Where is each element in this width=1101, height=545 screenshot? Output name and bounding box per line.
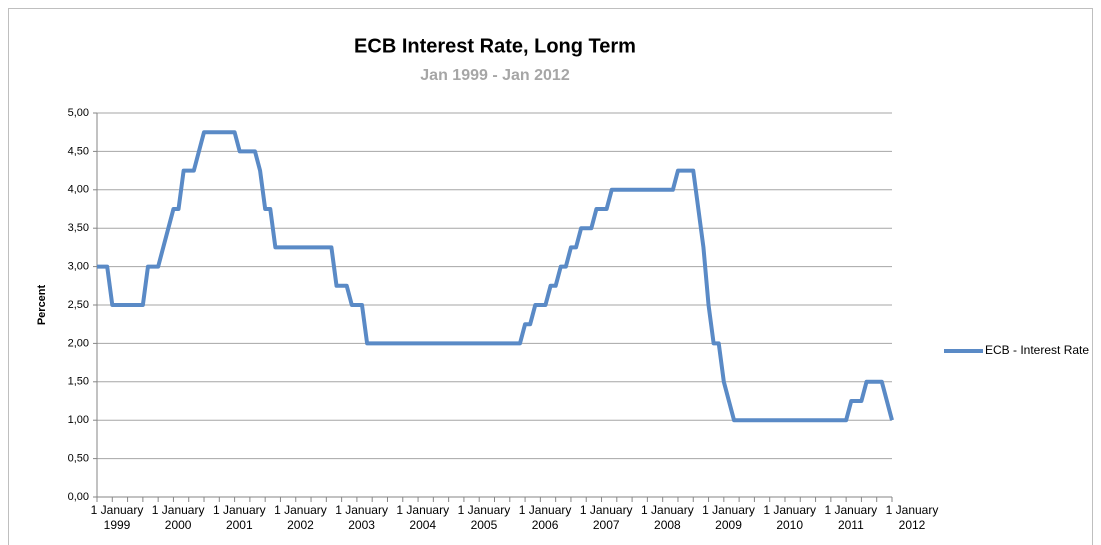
y-tick-label: 0,50 — [68, 453, 89, 465]
x-tick-label: 1 January 2003 — [335, 503, 388, 532]
legend-label: ECB - Interest Rate — [985, 343, 1089, 357]
x-tick-label: 1 January 2002 — [274, 503, 327, 532]
y-tick-label: 0,00 — [68, 491, 89, 503]
x-tick-label: 1 January 2011 — [824, 503, 878, 532]
x-tick-label: 1 January 2006 — [518, 503, 572, 532]
x-tick-label: 1 January 2010 — [763, 503, 817, 532]
chart-title: ECB Interest Rate, Long Term — [354, 35, 636, 57]
x-tick-label: 1 January 2007 — [579, 503, 633, 532]
x-tick-label: 1 January 1999 — [90, 503, 144, 532]
y-axis-label: Percent — [36, 284, 48, 325]
x-tick-label: 1 January 2001 — [212, 503, 266, 532]
data-line — [97, 130, 894, 423]
y-tick-label: 5,00 — [68, 107, 89, 119]
x-tick-label: 1 January 2012 — [885, 503, 939, 532]
y-tick-label: 3,50 — [68, 222, 89, 234]
y-tick-label: 3,00 — [68, 261, 89, 273]
y-tick-label: 1,50 — [68, 376, 89, 388]
x-tick-label: 1 January 2005 — [457, 503, 511, 532]
x-tick-label: 1 January 2008 — [641, 503, 694, 532]
x-tick-label: 1 January 2009 — [702, 503, 755, 532]
chart-subtitle: Jan 1999 - Jan 2012 — [420, 67, 570, 84]
y-tick-label: 2,00 — [68, 337, 89, 349]
chart-frame — [8, 8, 1093, 545]
y-tick-label: 4,00 — [68, 184, 89, 196]
y-tick-label: 4,50 — [68, 145, 89, 157]
y-tick-label: 2,50 — [68, 299, 89, 311]
y-tick-label: 1,00 — [68, 414, 89, 426]
x-tick-label: 1 January 2004 — [396, 503, 450, 532]
x-tick-label: 1 January 2000 — [151, 503, 205, 532]
